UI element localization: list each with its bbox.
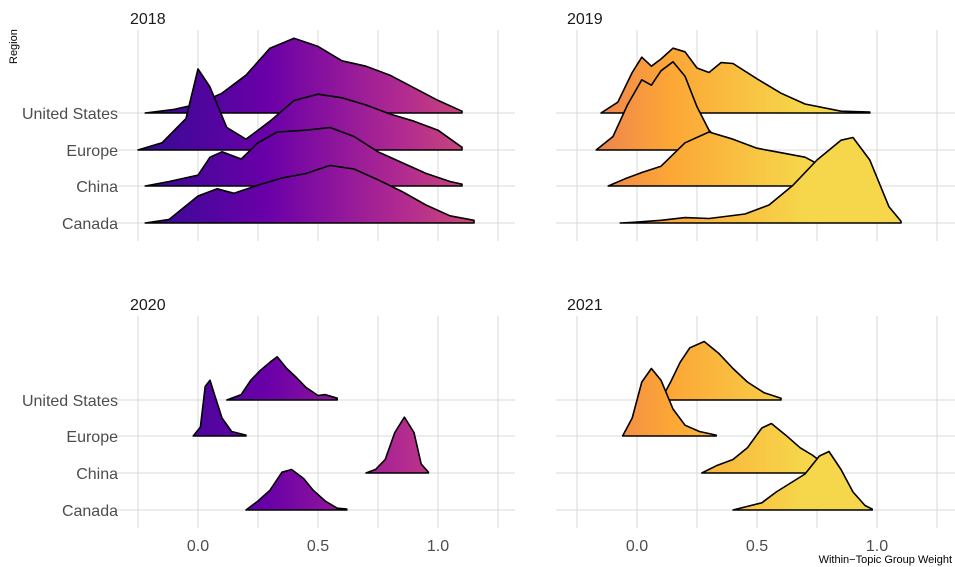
ridge-canada — [144, 164, 475, 224]
panel-2021: 2021 0.0 0.5 1.0 — [556, 297, 955, 555]
x-tick-label: 0.5 — [746, 538, 768, 555]
y-tick-label: Europe — [66, 429, 118, 446]
y-tick-label: China — [76, 179, 118, 196]
ridge-china — [144, 126, 463, 187]
panel-2018: 2018 United States Europe China Canada — [22, 11, 515, 241]
x-tick-label: 0.0 — [626, 538, 648, 555]
panel-title-2020: 2020 — [130, 297, 166, 314]
ridge-europe — [192, 379, 247, 437]
panel-title-2021: 2021 — [567, 297, 603, 314]
x-axis-title: Within−Topic Group Weight — [819, 554, 952, 566]
x-tick-label: 0.0 — [187, 538, 209, 555]
ridge-united-states — [226, 356, 338, 401]
x-tick-label: 0.5 — [307, 538, 329, 555]
panel-2019: 2019 — [556, 11, 955, 241]
ridge-china — [365, 416, 430, 474]
panel-title-2018: 2018 — [130, 11, 166, 28]
ridge-europe — [137, 68, 463, 151]
y-tick-label: United States — [22, 393, 118, 410]
panel-title-2019: 2019 — [567, 11, 603, 28]
ridge-united-states — [660, 340, 782, 401]
y-axis-title: Region — [8, 29, 20, 64]
ridge-europe — [621, 367, 717, 437]
ridge-canada — [732, 450, 873, 511]
panel-2020: 2020 United States Europe China Canada 0.0 0… — [22, 297, 515, 555]
x-tick-label: 1.0 — [427, 538, 449, 555]
y-tick-label: United States — [22, 106, 118, 123]
y-tick-label: Canada — [62, 216, 118, 233]
ridge-canada — [245, 468, 348, 511]
y-tick-label: China — [76, 466, 118, 483]
ridge-canada — [619, 136, 902, 224]
x-tick-label: 1.0 — [866, 538, 888, 555]
y-tick-label: Canada — [62, 503, 118, 520]
y-tick-label: Europe — [66, 143, 118, 160]
